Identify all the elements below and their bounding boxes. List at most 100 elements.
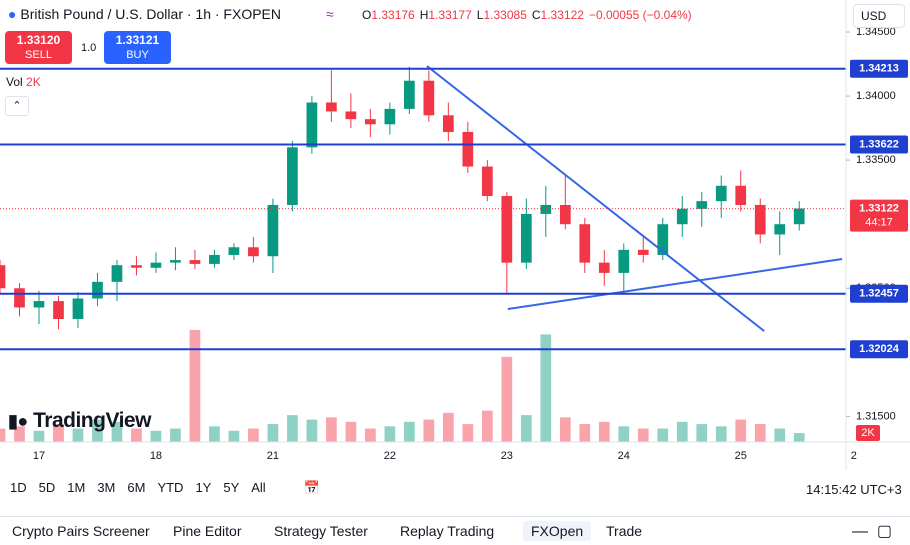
range-button[interactable]: 5D [38, 480, 56, 495]
sell-price: 1.33120 [16, 33, 61, 47]
volume-legend-value: 2K [26, 75, 41, 89]
quantity[interactable]: 1.0 [81, 42, 97, 54]
volume-bar [384, 426, 396, 442]
volume-bar [579, 424, 591, 442]
volume-bar [189, 329, 201, 442]
volume-bar [676, 421, 688, 442]
window-controls[interactable]: — ▢ [852, 523, 893, 540]
range-button[interactable]: All [251, 480, 266, 495]
ohlc-legend: O1.33176 H1.33177 L1.33085 C1.33122 −0.00055… [362, 8, 692, 22]
ohlc-key: C [531, 8, 541, 22]
price-scale: 1.345001.340001.335001.325001.315001.342… [846, 26, 908, 442]
volume-bar [14, 426, 25, 442]
y-tick-label: 1.34000 [856, 90, 896, 102]
ohlc-key: O [362, 8, 372, 22]
candle-body [442, 115, 454, 132]
candle-body [306, 102, 318, 148]
date-range-icon[interactable]: 📅 [303, 480, 320, 495]
volume-bar [150, 430, 162, 442]
candle-body [228, 247, 240, 255]
candle-body [676, 208, 688, 225]
countdown: 44:17 [865, 216, 893, 228]
x-tick-label: 25 [735, 450, 747, 462]
x-tick-label: 17 [33, 450, 45, 462]
volume-bar [657, 428, 669, 442]
range-button[interactable]: YTD [157, 480, 184, 495]
symbol-title[interactable]: ● British Pound / U.S. Dollar · 1h · FXO… [8, 6, 281, 22]
volume-bar [326, 417, 337, 442]
candle-body [715, 185, 727, 202]
candle-body [559, 204, 571, 225]
volume-bar [774, 428, 786, 442]
tab[interactable]: Trade [606, 523, 643, 539]
volume-bar [423, 419, 435, 442]
volume-bar [209, 426, 220, 442]
volume-bar [481, 410, 493, 442]
candle-body [267, 204, 279, 257]
candle-body [150, 262, 162, 268]
last-price-label: 1.33122 [859, 202, 899, 214]
x-tick-label: 21 [267, 450, 279, 462]
ohlc-value: 1.33177 [428, 8, 472, 22]
candle-body [657, 224, 669, 255]
range-button[interactable]: 1D [10, 480, 27, 495]
level-label-box [850, 59, 908, 78]
volume-bar [170, 428, 181, 442]
volume-label: 2K [861, 427, 875, 439]
range-button[interactable]: 3M [97, 480, 116, 495]
range-button[interactable]: 6M [127, 480, 146, 495]
level-label: 1.33622 [859, 138, 899, 150]
candle-body [33, 301, 45, 308]
tab[interactable]: Pine Editor [173, 523, 242, 539]
range-button[interactable]: 1M [67, 480, 86, 495]
volume-bar [735, 419, 747, 442]
candle-body [637, 249, 649, 255]
candle-body [170, 260, 181, 263]
range-toolbar: 1D 5D 1M 3M 6M YTD 1Y 5Y All 📅 [10, 480, 332, 496]
collapse-button[interactable]: ⌃ [5, 96, 29, 116]
currency-button[interactable]: USD [853, 4, 905, 28]
candle-body [520, 213, 532, 263]
buy-button[interactable]: 1.33121 BUY [104, 31, 171, 64]
candle-body [735, 185, 747, 205]
tab[interactable]: Replay Trading [400, 523, 495, 539]
ohlc-item: H1.33177 [420, 8, 472, 22]
tab[interactable]: FXOpen [523, 521, 592, 541]
candle-body [618, 249, 630, 273]
candle-body [287, 147, 298, 205]
volume-bar [111, 421, 123, 442]
tab[interactable]: Crypto Pairs Screener [12, 523, 150, 539]
level-label: 1.32457 [859, 288, 899, 300]
volume-bar [248, 428, 259, 442]
volume-bar [403, 421, 415, 442]
last-price-box [850, 199, 908, 232]
volume-bar [267, 424, 279, 442]
sell-button[interactable]: 1.33120 SELL [5, 31, 72, 64]
range-button[interactable]: 1Y [195, 480, 212, 495]
candle-body [111, 265, 123, 282]
level-label-box [850, 284, 908, 303]
candle-body [326, 102, 337, 112]
chart: 1.345001.340001.335001.325001.315001.342… [0, 0, 910, 470]
indicator-icon[interactable]: ≈ [326, 6, 334, 22]
volume-bar [53, 424, 64, 442]
x-tick-label: 22 [384, 450, 396, 462]
range-button[interactable]: 5Y [223, 480, 240, 495]
candle-body [345, 111, 357, 120]
tab[interactable]: Strategy Tester [274, 523, 368, 539]
level-label: 1.34213 [859, 63, 899, 75]
volume-bar [501, 356, 513, 442]
level-label-box [850, 340, 908, 359]
ranges: 1D 5D 1M 3M 6M YTD 1Y 5Y All [10, 480, 278, 495]
bottom-tabs: Crypto Pairs Screener Pine Editor Strategy… [0, 516, 910, 545]
candle-body [53, 301, 64, 320]
buy-label: BUY [126, 49, 149, 61]
candle-body [462, 131, 474, 167]
candle-body [774, 224, 786, 235]
candle-body [598, 262, 610, 273]
trend-line [507, 258, 843, 311]
volume-bar [306, 419, 318, 442]
candle-body [793, 208, 805, 225]
ohlc-item: L1.33085 [477, 8, 527, 22]
